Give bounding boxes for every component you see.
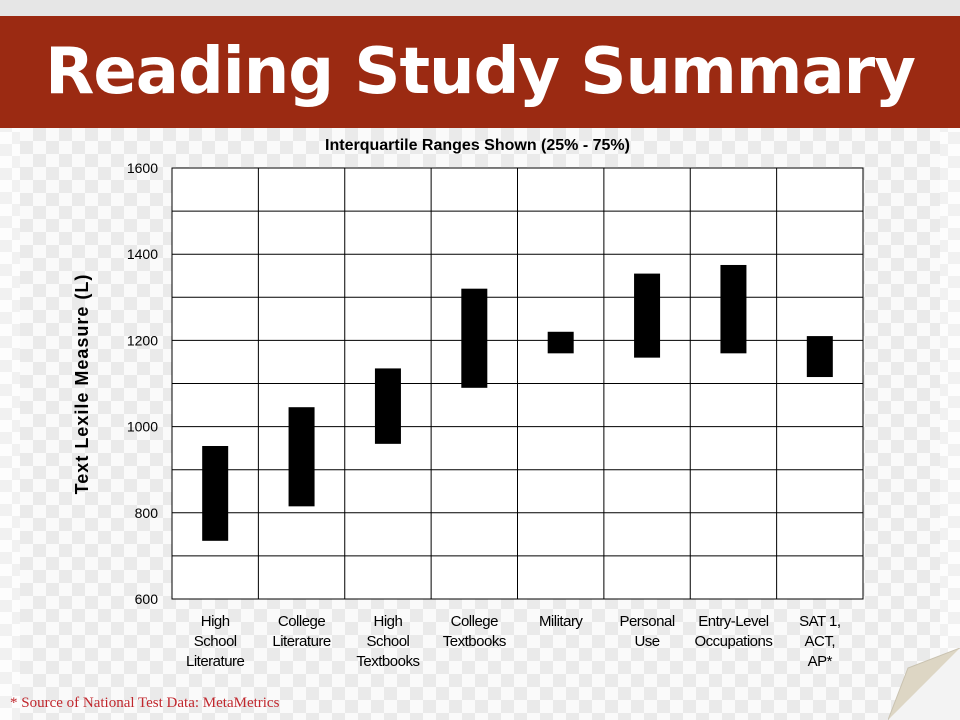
y-tick-label: 1200	[127, 332, 158, 348]
range-bar	[374, 368, 401, 444]
x-category-label: College Textbooks	[443, 613, 506, 650]
y-tick-label: 1600	[127, 160, 158, 176]
x-category-label: Military	[539, 613, 583, 630]
range-bar	[202, 445, 229, 541]
title-banner: Reading Study Summary	[0, 16, 960, 128]
range-bar	[720, 264, 747, 354]
source-footnote: * Source of National Test Data: MetaMetr…	[10, 695, 280, 711]
x-category-label: SAT 1, ACT, AP*	[799, 613, 840, 670]
top-strip	[0, 0, 960, 16]
x-category-label: High School Literature	[186, 613, 245, 670]
y-tick-label: 800	[135, 505, 159, 521]
range-bar	[634, 273, 661, 358]
chart-title: Interquartile Ranges Shown (25% - 75%)	[325, 137, 630, 154]
range-bar	[806, 336, 833, 378]
y-axis-label: Text Lexile Measure (L)	[72, 274, 92, 495]
y-tick-label: 600	[135, 591, 159, 607]
range-bar	[288, 407, 315, 507]
y-tick-label: 1400	[127, 246, 158, 262]
y-tick-label: 1000	[127, 419, 158, 435]
slide-title: Reading Study Summary	[45, 35, 916, 109]
range-bar	[461, 288, 488, 388]
page-curl-decoration	[888, 648, 960, 720]
x-category-label: High School Textbooks	[356, 613, 419, 670]
x-category-label: Personal Use	[619, 613, 674, 650]
range-bar	[547, 331, 574, 354]
x-category-label: Entry-Level Occupations	[694, 613, 772, 650]
x-category-label: College Literature	[272, 613, 331, 650]
